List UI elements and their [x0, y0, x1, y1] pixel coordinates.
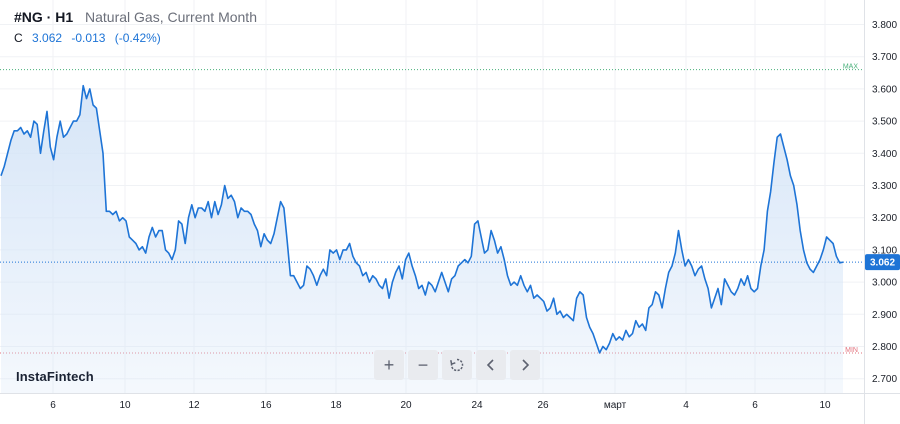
y-tick-label: 3.500	[872, 117, 897, 128]
close-value: 3.062	[32, 31, 63, 45]
change-percent: (-0.42%)	[114, 31, 161, 45]
x-tick-label: 10	[119, 400, 131, 411]
x-tick-label: март	[604, 400, 627, 411]
y-tick-label: 3.000	[872, 278, 897, 289]
close-label: C	[14, 31, 23, 45]
x-tick-label: 20	[400, 400, 412, 411]
y-tick-label: 3.200	[872, 213, 897, 224]
scroll-left-button[interactable]	[476, 350, 506, 380]
max-label: MAX	[843, 64, 859, 71]
symbol-line: #NG · H1 Natural Gas, Current Month	[14, 9, 257, 25]
y-tick-label: 3.700	[872, 52, 897, 63]
chart-header: #NG · H1 Natural Gas, Current Month C 3.…	[14, 9, 257, 45]
x-axis-ticks: 6 10 12 16 18 20 24 26 март 4 6 10	[50, 400, 831, 411]
quote-line: C 3.062 -0.013 (-0.42%)	[14, 31, 257, 45]
last-price-label: 3.062	[870, 258, 895, 269]
price-area	[1, 85, 843, 393]
last-price-badge	[865, 254, 900, 271]
x-tick-label: 6	[752, 400, 758, 411]
y-tick-label: 3.800	[872, 20, 897, 31]
change-value: -0.013	[71, 31, 106, 45]
reset-icon	[450, 358, 464, 372]
x-tick-label: 16	[260, 400, 272, 411]
x-tick-label: 18	[330, 400, 342, 411]
chart-toolbar: + −	[374, 350, 540, 380]
x-tick-label: 10	[819, 400, 831, 411]
instrument-name: Natural Gas, Current Month	[85, 9, 257, 25]
y-tick-label: 3.400	[872, 149, 897, 160]
x-tick-label: 26	[537, 400, 549, 411]
reset-button[interactable]	[442, 350, 472, 380]
symbol: #NG · H1	[14, 9, 74, 25]
plus-icon: +	[383, 354, 395, 375]
y-tick-label: 2.900	[872, 310, 897, 321]
brand-logo: InstaFintech	[16, 369, 94, 384]
x-tick-label: 12	[188, 400, 200, 411]
y-tick-label: 3.100	[872, 245, 897, 256]
chevron-right-icon	[522, 359, 530, 371]
x-tick-label: 4	[683, 400, 689, 411]
minus-icon: −	[417, 354, 429, 375]
zoom-out-button[interactable]: −	[408, 350, 438, 380]
y-tick-label: 2.700	[872, 374, 897, 385]
zoom-in-button[interactable]: +	[374, 350, 404, 380]
last-price-marker: 3.062	[0, 254, 900, 271]
x-tick-label: 24	[471, 400, 483, 411]
y-axis-ticks: 3.800 3.700 3.600 3.500 3.400 3.300 3.200 3.100…	[872, 20, 897, 385]
x-tick-label: 6	[50, 400, 56, 411]
min-label: MIN	[845, 347, 858, 354]
scroll-right-button[interactable]	[510, 350, 540, 380]
price-line	[0, 84, 844, 354]
chevron-left-icon	[486, 359, 494, 371]
y-tick-label: 3.600	[872, 84, 897, 95]
y-tick-label: 2.800	[872, 342, 897, 353]
y-tick-label: 3.300	[872, 181, 897, 192]
